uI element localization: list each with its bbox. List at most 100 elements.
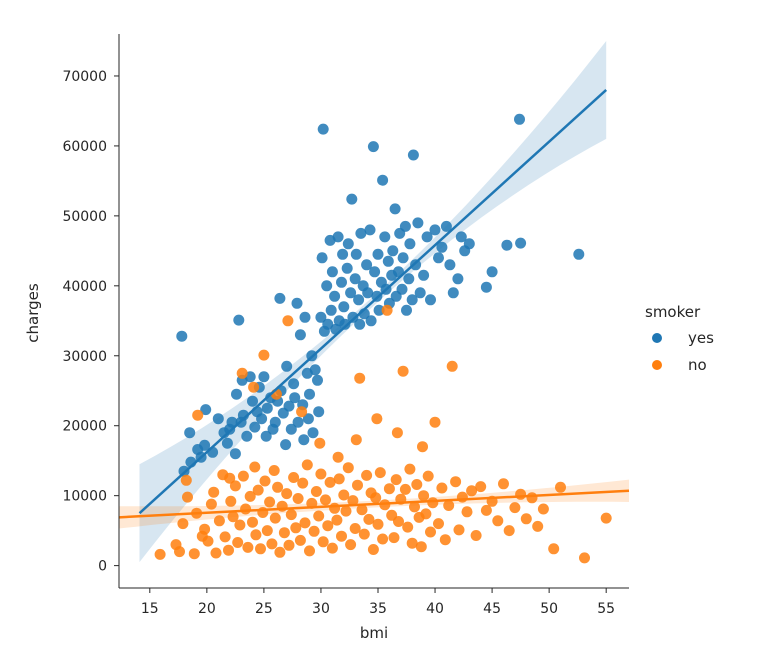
data-point-no xyxy=(425,526,436,538)
data-point-no xyxy=(182,491,193,503)
data-point-no xyxy=(390,474,402,486)
data-point-yes xyxy=(200,404,212,416)
data-point-yes xyxy=(350,248,362,260)
data-point-no xyxy=(391,427,403,439)
data-point-yes xyxy=(364,224,376,236)
data-point-yes xyxy=(418,269,430,281)
data-point-yes xyxy=(184,427,196,439)
data-point-yes xyxy=(302,413,314,425)
data-point-no xyxy=(363,513,375,525)
data-point-no xyxy=(418,490,430,502)
data-point-yes xyxy=(229,448,241,460)
data-point-no xyxy=(244,490,256,502)
data-point-no xyxy=(192,409,204,421)
data-point-no xyxy=(548,543,560,555)
data-point-yes xyxy=(269,416,281,428)
x-tick-label: 55 xyxy=(597,601,615,617)
data-point-no xyxy=(288,472,300,483)
data-point-no xyxy=(340,505,352,517)
data-point-no xyxy=(282,315,294,327)
data-point-no xyxy=(436,482,448,494)
data-point-no xyxy=(208,486,220,498)
x-tick-label: 25 xyxy=(255,601,273,617)
data-point-no xyxy=(347,495,359,507)
data-point-no xyxy=(443,500,455,511)
y-ticks: 0 10000 20000 30000 40000 50000 60000 70000 xyxy=(62,69,119,575)
data-point-yes xyxy=(258,371,270,383)
data-point-no xyxy=(515,488,527,500)
data-point-no xyxy=(336,530,347,542)
regression-line-yes xyxy=(138,89,608,515)
data-point-yes xyxy=(410,259,422,271)
data-point-no xyxy=(258,349,270,361)
data-point-yes xyxy=(292,416,304,428)
data-point-no xyxy=(248,381,260,393)
data-point-yes xyxy=(433,252,444,264)
data-point-no xyxy=(224,472,236,484)
y-tick-label: 10000 xyxy=(62,489,107,505)
data-point-no xyxy=(274,546,286,558)
data-point-no xyxy=(333,473,345,485)
data-point-no xyxy=(354,372,366,384)
data-point-yes xyxy=(452,273,464,285)
data-point-no xyxy=(480,504,492,516)
data-points xyxy=(154,113,612,564)
data-point-yes xyxy=(317,123,329,135)
data-point-no xyxy=(237,470,249,482)
data-point-no xyxy=(264,496,276,508)
data-point-no xyxy=(498,478,509,490)
data-point-no xyxy=(361,469,373,481)
data-point-yes xyxy=(231,388,242,400)
y-tick-label: 20000 xyxy=(62,419,107,435)
data-point-no xyxy=(388,532,400,544)
data-point-no xyxy=(555,481,566,493)
data-point-no xyxy=(317,536,329,548)
data-point-yes xyxy=(421,231,433,243)
data-point-yes xyxy=(425,294,436,306)
y-tick-label: 70000 xyxy=(62,69,107,85)
data-point-yes xyxy=(480,281,492,293)
data-point-no xyxy=(174,546,185,558)
data-point-yes xyxy=(387,245,399,257)
x-tick-label: 15 xyxy=(141,601,159,617)
data-point-yes xyxy=(444,259,456,271)
data-point-yes xyxy=(341,262,353,274)
data-point-yes xyxy=(212,413,224,425)
data-point-yes xyxy=(377,174,389,186)
data-point-yes xyxy=(176,330,188,342)
data-point-yes xyxy=(309,364,321,376)
x-tick-label: 20 xyxy=(198,601,216,617)
data-point-no xyxy=(397,365,409,377)
legend-label-no: no xyxy=(688,356,707,374)
data-point-yes xyxy=(406,294,418,306)
data-point-no xyxy=(320,494,331,506)
data-point-no xyxy=(296,406,308,418)
data-point-no xyxy=(461,506,473,518)
data-point-no xyxy=(301,459,313,471)
data-point-no xyxy=(404,463,416,475)
data-point-no xyxy=(304,545,315,557)
data-point-no xyxy=(470,530,482,541)
data-point-yes xyxy=(307,427,319,439)
data-point-yes xyxy=(389,203,401,215)
data-point-no xyxy=(503,525,515,537)
data-point-no xyxy=(180,474,192,486)
data-point-no xyxy=(371,413,383,425)
data-point-yes xyxy=(233,314,245,326)
data-point-yes xyxy=(347,311,359,323)
data-point-no xyxy=(509,502,521,514)
data-point-yes xyxy=(339,318,351,330)
data-point-yes xyxy=(226,416,238,428)
data-point-yes xyxy=(247,395,258,407)
data-point-yes xyxy=(316,252,328,264)
data-point-no xyxy=(294,534,306,546)
data-point-yes xyxy=(396,283,408,295)
x-tick-label: 50 xyxy=(540,601,558,617)
x-axis-label: bmi xyxy=(360,624,388,642)
data-point-yes xyxy=(283,400,295,412)
data-point-yes xyxy=(336,276,347,288)
data-point-no xyxy=(332,451,344,463)
y-tick-label: 0 xyxy=(98,559,107,575)
data-point-yes xyxy=(332,231,344,243)
data-point-no xyxy=(429,416,441,428)
